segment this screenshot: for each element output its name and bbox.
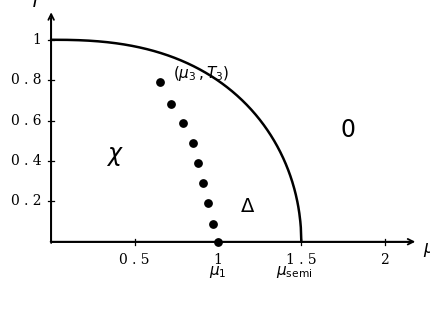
- Text: 0 . 5: 0 . 5: [119, 253, 150, 267]
- Point: [204, 201, 211, 206]
- Text: 0 . 6: 0 . 6: [11, 113, 41, 128]
- Text: $\mu_{\rm semi}$: $\mu_{\rm semi}$: [276, 264, 312, 280]
- Point: [156, 80, 163, 85]
- Point: [167, 102, 174, 107]
- Text: $0$: $0$: [340, 119, 355, 142]
- Point: [214, 239, 221, 244]
- Point: [194, 161, 201, 166]
- Text: 2: 2: [379, 253, 388, 267]
- Text: $\chi$: $\chi$: [105, 145, 123, 168]
- Point: [179, 120, 186, 125]
- Text: $\Delta$: $\Delta$: [240, 198, 255, 216]
- Text: $\mu_1$: $\mu_1$: [209, 264, 226, 280]
- Text: 1: 1: [32, 33, 41, 47]
- Text: 0 . 4: 0 . 4: [10, 154, 41, 168]
- Text: $T$: $T$: [29, 0, 43, 11]
- Text: $(\mu_3\,,T_3)$: $(\mu_3\,,T_3)$: [172, 64, 229, 82]
- Text: 1 . 5: 1 . 5: [286, 253, 316, 267]
- Point: [199, 181, 206, 186]
- Text: 0 . 2: 0 . 2: [11, 194, 41, 208]
- Text: $\mu$: $\mu$: [422, 241, 430, 259]
- Text: 1: 1: [213, 253, 222, 267]
- Point: [209, 221, 216, 226]
- Text: 0 . 8: 0 . 8: [11, 73, 41, 87]
- Point: [189, 140, 196, 145]
